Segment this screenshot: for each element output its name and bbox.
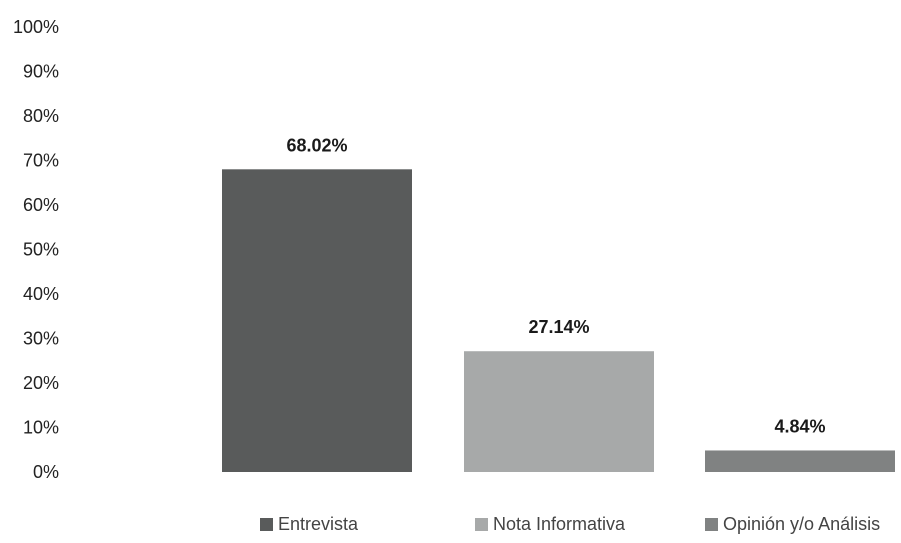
legend-swatch [260, 518, 273, 531]
legend-swatch [705, 518, 718, 531]
y-tick-label: 40% [23, 284, 59, 304]
data-label: 4.84% [774, 416, 825, 436]
bar-1 [464, 351, 654, 472]
data-label: 27.14% [528, 317, 589, 337]
data-labels-group: 68.02% 27.14% 4.84% [286, 135, 825, 436]
y-tick-label: 20% [23, 373, 59, 393]
y-axis: 0% 10% 20% 30% 40% 50% 60% 70% 80% 90% 100% [13, 17, 59, 482]
legend-label: Entrevista [278, 514, 359, 534]
y-tick-label: 0% [33, 462, 59, 482]
bars-group [222, 169, 895, 472]
bar-0 [222, 169, 412, 472]
bar-2 [705, 450, 895, 472]
y-tick-label: 80% [23, 106, 59, 126]
y-tick-label: 100% [13, 17, 59, 37]
y-tick-label: 10% [23, 418, 59, 438]
legend-label: Opinión y/o Análisis [723, 514, 880, 534]
y-tick-label: 90% [23, 62, 59, 82]
legend: Entrevista Nota Informativa Opinión y/o An… [260, 514, 880, 534]
y-tick-label: 70% [23, 151, 59, 171]
legend-label: Nota Informativa [493, 514, 626, 534]
data-label: 68.02% [286, 135, 347, 155]
y-tick-label: 60% [23, 195, 59, 215]
y-tick-label: 30% [23, 329, 59, 349]
y-tick-label: 50% [23, 240, 59, 260]
legend-swatch [475, 518, 488, 531]
